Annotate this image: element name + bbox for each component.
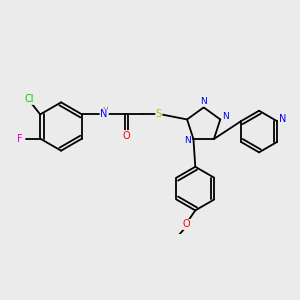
Text: N: N [184,136,191,145]
Text: N: N [279,115,287,124]
Text: N: N [223,112,230,121]
Text: N: N [200,97,206,106]
Text: S: S [156,110,162,119]
Text: O: O [122,130,130,141]
Text: O: O [183,220,190,230]
Text: F: F [16,134,22,144]
Text: N: N [100,110,107,119]
Text: Cl: Cl [24,94,34,104]
Text: H: H [103,107,108,116]
